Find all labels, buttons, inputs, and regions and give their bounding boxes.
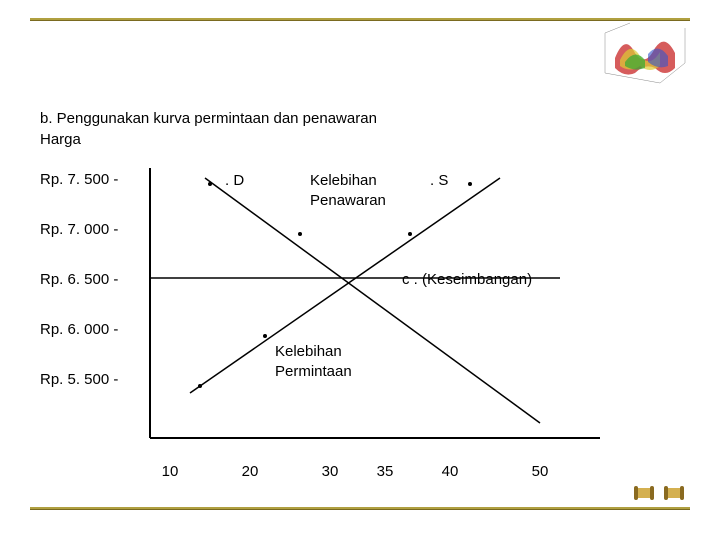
prev-scroll-icon[interactable] <box>633 484 655 502</box>
supply-demand-chart: Rp. 7. 500 - Rp. 7. 000 - Rp. 6. 500 - R… <box>40 168 640 478</box>
x-label: 30 <box>315 463 345 480</box>
x-label: 35 <box>370 463 400 480</box>
nav-icons <box>633 484 685 502</box>
chart-svg <box>40 168 640 458</box>
content-area: b. Penggunakan kurva permintaan dan pena… <box>40 110 680 478</box>
x-label: 40 <box>435 463 465 480</box>
title-line-2: Harga <box>40 131 680 148</box>
x-label: 10 <box>155 463 185 480</box>
bottom-rule <box>30 507 690 510</box>
title-line-1: b. Penggunakan kurva permintaan dan pena… <box>40 110 680 127</box>
surface-plot-thumbnail <box>590 18 690 88</box>
x-label: 20 <box>235 463 265 480</box>
x-label: 50 <box>525 463 555 480</box>
next-scroll-icon[interactable] <box>663 484 685 502</box>
